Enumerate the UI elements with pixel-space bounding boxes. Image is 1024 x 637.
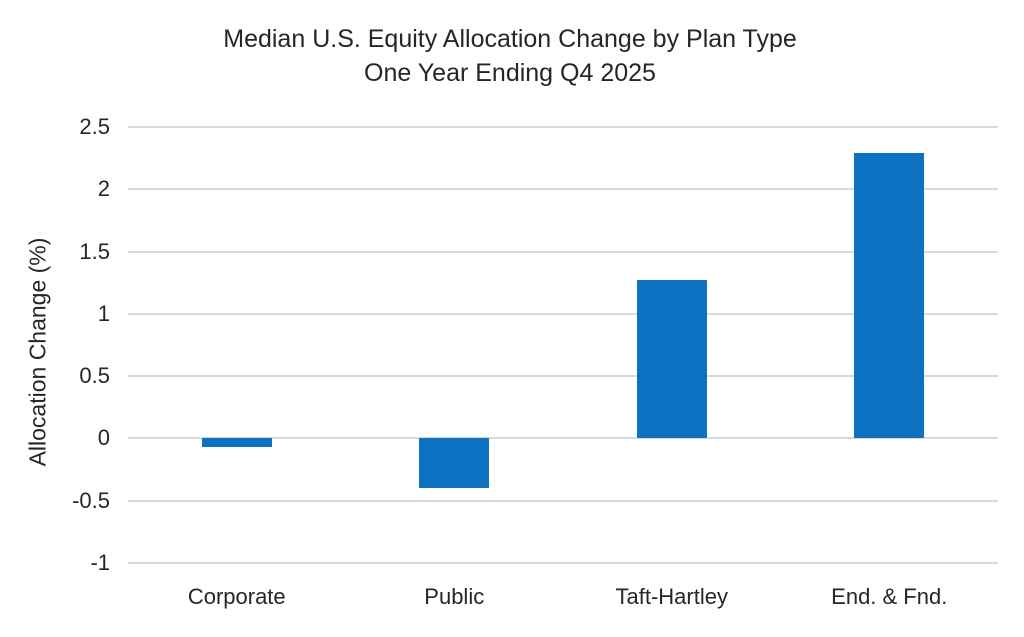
y-tick-label-2.5: 2.5 — [79, 114, 110, 139]
bar-taft-hartley — [636, 280, 707, 439]
gridline-1 — [128, 312, 998, 315]
y-tick-label-1: 1 — [97, 300, 110, 326]
y-tick-label--0.5: -0.5 — [72, 487, 110, 513]
gridline--1 — [128, 562, 998, 564]
y-tick-label--1: -1 — [90, 550, 110, 575]
y-tick-label-0: 0 — [97, 425, 110, 451]
chart-subtitle: One Year Ending Q4 2025 — [364, 59, 656, 87]
gridline--0.5 — [128, 499, 998, 502]
bar-corporate — [201, 438, 272, 448]
y-tick-label-1.5: 1.5 — [79, 238, 110, 264]
x-category-label-end-fnd: End. & Fnd. — [831, 584, 948, 609]
gridline-2 — [128, 188, 998, 191]
gridline-1.5 — [128, 250, 998, 253]
gridline-0.5 — [128, 375, 998, 378]
chart-title: Median U.S. Equity Allocation Change by … — [223, 25, 797, 53]
plot-area — [128, 126, 998, 564]
bar-public — [419, 438, 490, 489]
gridline-2.5 — [128, 126, 998, 128]
x-category-label-corporate: Corporate — [187, 584, 286, 609]
x-category-label-public: Public — [424, 584, 485, 609]
bar-end-fnd — [854, 153, 925, 439]
gridline-0 — [128, 437, 998, 440]
chart-title-block: Median U.S. Equity Allocation Change by … — [0, 22, 1020, 90]
x-category-label-taft-hartley: Taft-Hartley — [615, 584, 728, 609]
y-tick-label-0.5: 0.5 — [79, 363, 110, 389]
y-tick-label-2: 2 — [97, 176, 110, 202]
